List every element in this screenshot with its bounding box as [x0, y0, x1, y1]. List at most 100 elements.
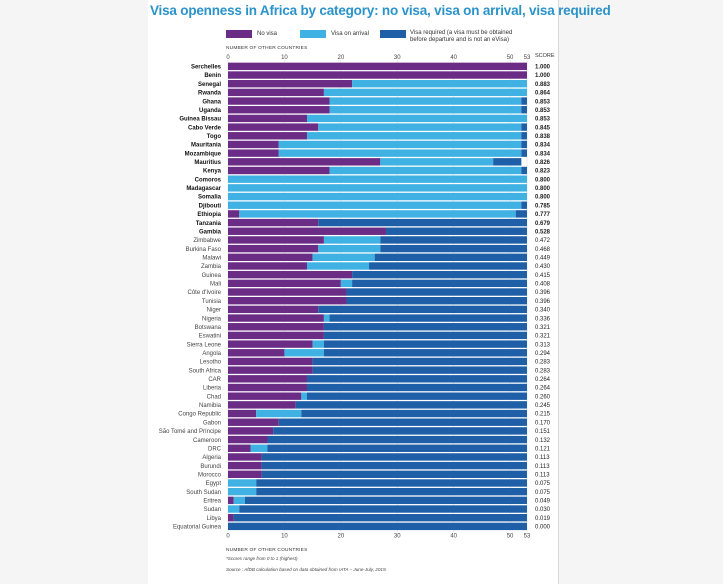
bar-visa-required: [521, 106, 527, 114]
country-label: Rwanda: [198, 91, 222, 97]
legend-swatch-visa-required: [380, 30, 406, 38]
tick-top-40: 40: [450, 55, 457, 61]
bar-visa-required: [521, 201, 527, 209]
bar-visa-on-arrival: [284, 349, 324, 357]
score-value: 0.313: [535, 342, 551, 348]
country-label: Namibia: [199, 403, 222, 409]
bar-no-visa: [228, 270, 353, 279]
bar-visa-required: [346, 297, 527, 305]
score-value: 0.834: [535, 143, 551, 149]
bar-visa-required: [515, 210, 527, 218]
bar-visa-required: [306, 392, 527, 400]
chart-title: Visa openness in Africa by category: no …: [150, 3, 611, 18]
bar-no-visa: [228, 210, 240, 218]
country-label: Guinea: [202, 273, 222, 279]
country-label: Djibouti: [199, 203, 222, 209]
bar-no-visa: [228, 349, 285, 357]
score-value: 0.415: [535, 273, 551, 279]
country-label: Lesotho: [200, 360, 222, 366]
score-value: 0.113: [535, 455, 550, 461]
bar-visa-required: [267, 435, 527, 444]
score-value: 0.430: [535, 264, 551, 270]
score-value: 0.264: [535, 377, 551, 383]
bar-visa-required: [352, 270, 527, 279]
country-label: Zimbabwe: [193, 238, 221, 244]
bar-no-visa: [228, 149, 279, 157]
bar-visa-required: [244, 496, 527, 505]
country-label: Nigeria: [202, 316, 222, 322]
bar-no-visa: [228, 409, 257, 418]
bar-no-visa: [228, 392, 302, 400]
score-value: 0.823: [535, 169, 551, 175]
bar-visa-on-arrival: [306, 114, 527, 123]
bar-no-visa: [228, 218, 319, 227]
country-label: Tanzania: [196, 221, 222, 227]
bar-no-visa: [228, 383, 307, 392]
score-value: 0.245: [535, 403, 551, 409]
bar-visa-required: [312, 357, 527, 366]
bar-no-visa: [228, 427, 274, 435]
legend-label-no-visa: No visa: [257, 31, 278, 37]
page-edge-divider: [558, 0, 559, 584]
bar-no-visa: [228, 71, 527, 79]
tick-top-0: 0: [226, 55, 230, 61]
score-note: *Scores range from 0 to 1 (highest): [226, 556, 298, 561]
tick-bottom-30: 30: [394, 534, 401, 540]
score-header: SCORE: [535, 53, 555, 59]
bar-visa-required: [256, 487, 527, 496]
bar-visa-on-arrival: [312, 253, 375, 261]
axis-caption-top: NUMBER OF OTHER COUNTRIES: [226, 46, 308, 51]
country-label: Madagascar: [186, 186, 221, 192]
score-value: 1.000: [535, 65, 551, 71]
bar-visa-on-arrival: [323, 314, 330, 322]
bar-visa-required: [233, 514, 527, 522]
bar-visa-on-arrival: [329, 106, 522, 114]
bar-visa-required: [374, 253, 527, 261]
score-value: 0.030: [535, 507, 551, 513]
axis-caption-bottom: NUMBER OF OTHER COUNTRIES: [226, 548, 308, 553]
bar-no-visa: [228, 88, 324, 97]
score-value: 0.294: [535, 351, 551, 357]
tick-top-20: 20: [337, 55, 344, 61]
bar-visa-required: [369, 262, 527, 270]
score-value: 0.336: [535, 316, 551, 322]
country-label: Ghana: [202, 99, 221, 105]
score-value: 0.283: [535, 360, 551, 366]
tick-top-10: 10: [281, 55, 288, 61]
country-label: Cabo Verde: [188, 125, 222, 131]
bar-visa-required: [521, 166, 527, 175]
bar-no-visa: [228, 375, 307, 383]
country-label: Zambia: [201, 264, 222, 270]
bar-visa-on-arrival: [323, 88, 527, 97]
bar-no-visa: [228, 132, 307, 140]
country-label: Botswana: [195, 325, 222, 331]
country-label: Senegal: [198, 82, 221, 88]
country-label: Angola: [202, 351, 221, 357]
tick-bottom-40: 40: [450, 534, 457, 540]
bar-visa-required: [329, 314, 527, 322]
country-label: South Sudan: [186, 490, 221, 496]
country-label: Liberia: [203, 386, 222, 392]
tick-top-30: 30: [394, 55, 401, 61]
bar-no-visa: [228, 444, 251, 452]
score-value: 0.800: [535, 186, 551, 192]
score-value: 0.132: [535, 438, 551, 444]
bar-visa-on-arrival: [306, 132, 522, 140]
bar-visa-on-arrival: [329, 166, 522, 175]
bar-visa-required: [521, 97, 527, 105]
bar-visa-on-arrival: [228, 184, 527, 192]
bar-no-visa: [228, 323, 324, 331]
tick-bottom-20: 20: [337, 534, 344, 540]
score-value: 0.049: [535, 499, 551, 505]
country-label: Egypt: [206, 481, 222, 487]
bar-visa-required: [306, 375, 527, 383]
country-label: Mauritania: [191, 143, 222, 149]
bar-visa-required: [521, 140, 527, 149]
bar-visa-on-arrival: [323, 236, 381, 244]
tick-bottom-50: 50: [507, 534, 514, 540]
bar-visa-on-arrival: [250, 444, 268, 452]
bar-visa-on-arrival: [306, 262, 370, 270]
bar-no-visa: [228, 461, 262, 470]
